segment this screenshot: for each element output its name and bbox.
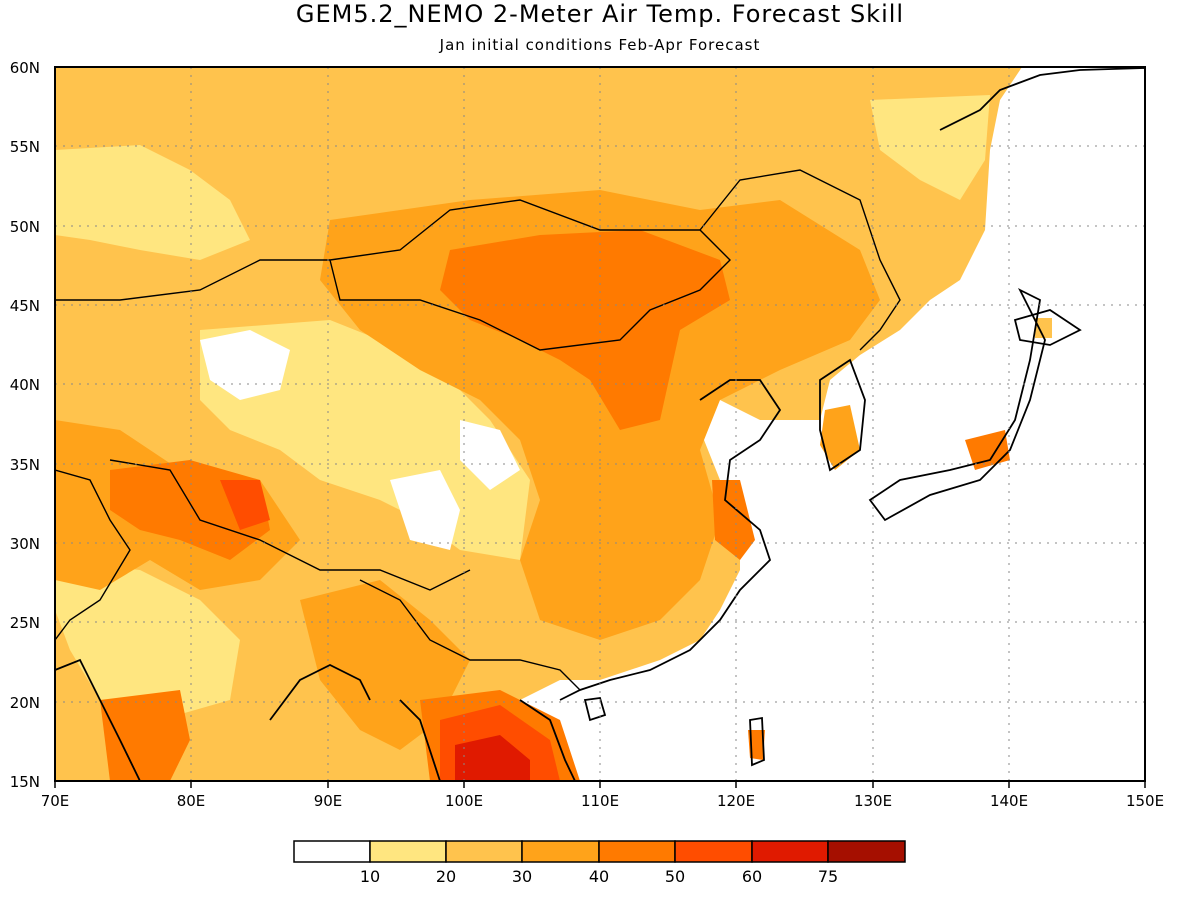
lat-label: 55N (10, 138, 40, 156)
colorbar-label: 30 (512, 867, 532, 886)
lon-label: 100E (445, 792, 483, 810)
skill-region-below-10-b (390, 470, 460, 550)
coastline-korea (819, 358, 866, 472)
coastline-taiwan (749, 716, 765, 767)
coastline-hainan (583, 697, 607, 722)
skill-region-50-60-east (712, 480, 755, 560)
lat-label: 50N (10, 218, 40, 236)
figure-subtitle: Jan initial conditions Feb-Apr Forecast (439, 36, 761, 54)
colorbar-box (369, 840, 447, 863)
coastlines (55, 67, 1145, 781)
lon-label: 70E (41, 792, 70, 810)
colorbar-label: 10 (360, 867, 380, 886)
lon-label: 80E (177, 792, 206, 810)
colorbar-box (598, 840, 676, 863)
colorbar-box (445, 840, 523, 863)
coastline-japan (868, 287, 1046, 522)
skill-region-below-10-a (200, 330, 290, 400)
border-southeast-asia (359, 579, 581, 691)
colorbar-label: 40 (589, 867, 609, 886)
lon-label: 150E (1126, 792, 1164, 810)
skill-region-10-20-north (55, 145, 250, 260)
skill-region-60-75-tibet (220, 480, 270, 530)
skill-region-hokkaido (1035, 318, 1052, 338)
coastline-hokkaido (1013, 309, 1082, 346)
coastline-indochina (399, 699, 576, 781)
border-kazakhstan (55, 259, 330, 301)
lon-label: 140E (990, 792, 1028, 810)
lat-label: 35N (10, 456, 40, 474)
colorbar-box (521, 840, 600, 863)
lat-label: 30N (10, 535, 40, 553)
lon-tick-marks (54, 781, 1146, 788)
lon-label: 120E (717, 792, 755, 810)
skill-region-below-10-c (460, 420, 520, 490)
border-himalaya (109, 459, 471, 591)
lon-label: 130E (854, 792, 892, 810)
lat-label: 60N (10, 59, 40, 77)
border-india-west (55, 469, 131, 641)
skill-region-75-plus (455, 735, 530, 781)
lat-label: 15N (10, 773, 40, 791)
skill-region-10-20-ne (870, 95, 990, 200)
skill-field (55, 67, 1145, 781)
lat-label: 40N (10, 376, 40, 394)
lat-label: 45N (10, 297, 40, 315)
skill-region-10-20-india (55, 560, 240, 720)
lat-label: 25N (10, 614, 40, 632)
lon-label: 110E (581, 792, 619, 810)
coastline-russia-east (939, 67, 1145, 131)
lon-tick-labels: 70E 80E 90E 100E 110E 120E 130E 140E 150… (41, 792, 1164, 810)
colorbar-box (827, 840, 906, 863)
skill-region-50-60-india (100, 690, 190, 781)
gridlines (55, 67, 1145, 781)
colorbar: 10 20 30 40 50 60 75 (293, 840, 906, 886)
colorbar-label: 20 (436, 867, 456, 886)
lon-label: 90E (314, 792, 343, 810)
border-mongolia (329, 199, 731, 351)
border-russia-china (699, 169, 901, 351)
colorbar-label: 50 (665, 867, 685, 886)
colorbar-box (751, 840, 829, 863)
colorbar-box (293, 840, 371, 863)
skill-region-korea (820, 405, 860, 470)
colorbar-label: 60 (742, 867, 762, 886)
colorbar-label: 75 (818, 867, 838, 886)
lat-label: 20N (10, 694, 40, 712)
country-borders (55, 169, 901, 691)
figure-title: GEM5.2_NEMO 2-Meter Air Temp. Forecast S… (296, 0, 904, 28)
skill-region-50-60-mongolia (440, 230, 730, 430)
coastline-india (55, 658, 141, 781)
lat-tick-labels: 15N 20N 25N 30N 35N 40N 45N 50N 55N 60N (10, 59, 40, 791)
colorbar-box (674, 840, 753, 863)
coastline-east-asia (559, 379, 782, 701)
coastline-bay-of-bengal (269, 663, 371, 721)
